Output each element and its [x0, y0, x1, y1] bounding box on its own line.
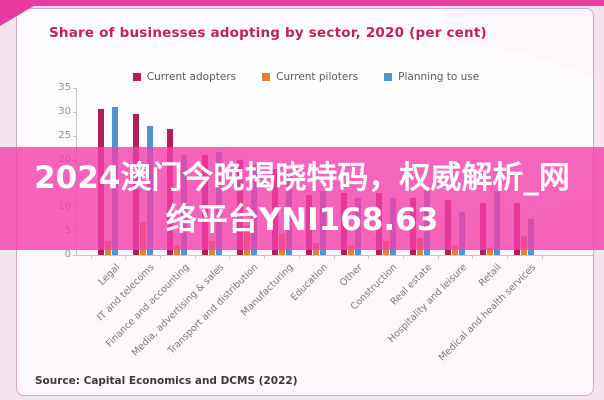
top-left-ribbon-fold	[0, 0, 44, 26]
y-axis-tick-label: 30	[58, 105, 71, 117]
x-axis-tick-mark	[298, 255, 300, 259]
bar-current-piloters	[174, 245, 181, 255]
y-axis-tick-mark	[73, 111, 77, 113]
legend-label: Current adopters	[146, 71, 237, 83]
x-axis-tick-mark	[160, 255, 162, 259]
y-axis-tick-label: 35	[58, 82, 71, 93]
top-ribbon-decoration	[0, 0, 604, 6]
y-axis-tick-label: 25	[58, 129, 71, 141]
y-axis-tick-mark	[73, 255, 77, 256]
legend-label: Planning to use	[398, 71, 480, 83]
legend-swatch-icon	[262, 73, 271, 81]
x-axis-tick-mark	[507, 255, 509, 259]
bar-current-piloters	[452, 245, 458, 255]
legend-label: Current piloters	[276, 71, 359, 83]
x-axis-category-label: Legal	[95, 262, 122, 288]
x-axis-tick-mark	[368, 255, 370, 259]
x-axis-category-label: Retail	[476, 262, 504, 289]
x-axis-tick-mark	[472, 255, 474, 259]
ad-overlay-line1: 2024澳门今晚揭晓特码，权威解析_网	[34, 159, 570, 196]
bar-current-piloters	[486, 247, 493, 255]
chart-legend: Current adopters Current piloters Planning…	[17, 69, 593, 85]
chart-title: Share of businesses adopting by sector, …	[49, 25, 487, 41]
legend-item-3: Planning to use	[384, 71, 479, 83]
y-axis-tick-label: 0	[64, 249, 71, 260]
ad-overlay-line2: 络平台YNI168.63	[165, 201, 439, 238]
y-axis-tick-mark	[73, 88, 77, 89]
bar-current-piloters	[347, 245, 354, 255]
legend-item-1: Current adopters	[132, 71, 237, 83]
x-axis-tick-mark	[437, 255, 439, 259]
y-axis-tick-mark	[73, 135, 77, 137]
x-axis-tick-mark	[229, 255, 231, 259]
legend-swatch-icon	[132, 73, 141, 81]
x-axis-tick-mark	[264, 255, 266, 259]
x-axis-tick-mark	[125, 255, 127, 259]
ad-overlay-banner[interactable]: 2024澳门今晚揭晓特码，权威解析_网 络平台YNI168.63	[0, 147, 604, 250]
x-axis-tick-mark	[402, 255, 404, 259]
x-axis-tick-mark	[194, 255, 196, 259]
legend-item-2: Current piloters	[262, 71, 358, 83]
x-axis-tick-mark	[333, 255, 335, 259]
x-axis-tick-mark	[541, 255, 543, 259]
legend-swatch-icon	[384, 73, 393, 81]
x-axis-category-label: Other	[337, 262, 365, 289]
source-note: Source: Capital Economics and DCMS (2022…	[35, 375, 298, 387]
x-axis-tick-mark	[90, 255, 92, 259]
